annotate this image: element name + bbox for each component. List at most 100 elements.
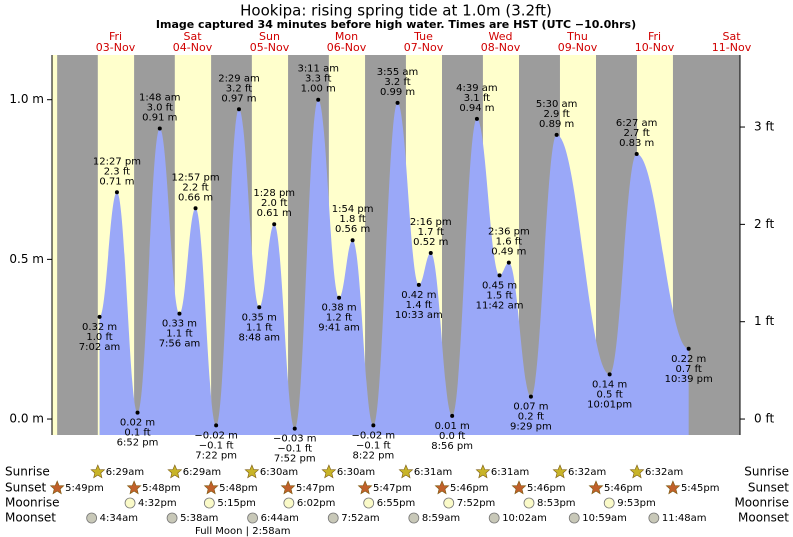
tide-label: 1:54 pm (332, 204, 374, 215)
tide-label: 0.42 m (401, 290, 436, 301)
event-time: 6:32am (645, 467, 683, 478)
day-weekday: Mon (335, 30, 358, 43)
y2-tick-label: 3 ft (754, 120, 774, 134)
tide-label: 0.94 m (459, 103, 494, 114)
day-date: 08-Nov (481, 41, 521, 54)
tide-point (257, 305, 262, 310)
tide-point (371, 423, 376, 428)
tide-label: 3.0 ft (147, 102, 173, 113)
event-icon (648, 512, 660, 524)
tide-point (214, 423, 219, 428)
event-icon (408, 512, 420, 524)
event-time: 6:55pm (377, 498, 416, 509)
event-time: 5:46pm (527, 483, 566, 494)
event-time: 4:32pm (138, 498, 177, 509)
event-icon (488, 512, 500, 524)
event-time: 5:47pm (296, 483, 335, 494)
tide-point (193, 206, 198, 211)
event-icon (203, 497, 215, 509)
event-time: 5:46pm (604, 483, 643, 494)
event-time: 6:02pm (297, 498, 336, 509)
tide-label: 1.1 ft (166, 329, 192, 340)
tide-label: 1.6 ft (496, 237, 522, 248)
tide-label: 5:30 am (536, 99, 578, 110)
event-time: 5:46pm (450, 483, 489, 494)
event-icon (552, 464, 568, 479)
tide-point (135, 410, 140, 415)
event-icon (283, 497, 295, 509)
event-time: 11:48am (662, 513, 707, 524)
tide-label: 1.1 ft (246, 322, 272, 333)
tide-label: 9:29 pm (510, 422, 552, 433)
tide-point (395, 100, 400, 105)
tide-label: 0.14 m (592, 379, 627, 390)
tide-point (554, 132, 559, 137)
event-time: 8:59am (422, 513, 460, 524)
event-icon (443, 497, 455, 509)
day-date: 07-Nov (404, 41, 444, 54)
event-icon (603, 497, 615, 509)
event-icon (665, 480, 681, 495)
day-weekday: Sun (259, 30, 280, 43)
day-weekday: Fri (109, 30, 122, 43)
tide-label: 10:01pm (587, 399, 632, 410)
tide-label: 4:39 am (456, 83, 498, 94)
tide-point (416, 282, 421, 287)
event-row-label: Moonrise (5, 496, 60, 510)
event-icon (321, 464, 337, 479)
tide-label: 0.2 ft (518, 412, 544, 423)
tide-label: −0.1 ft (199, 440, 234, 451)
event-time: 6:29am (106, 467, 144, 478)
event-time: 6:31am (414, 467, 452, 478)
event-time: 7:52am (341, 513, 379, 524)
y-tick-label: 1.0 m (9, 92, 44, 106)
tide-label: 2.9 ft (543, 109, 569, 120)
tide-point (528, 394, 533, 399)
tide-label: 0.1 ft (124, 428, 150, 439)
tide-label: 0.61 m (257, 208, 292, 219)
day-weekday: Fri (648, 30, 661, 43)
tide-point (97, 314, 102, 319)
tide-label: 2:29 am (218, 73, 260, 84)
tide-label: 1.8 ft (339, 214, 365, 225)
tide-label: 0.0 ft (439, 431, 465, 442)
event-time: 6:31am (491, 467, 529, 478)
event-icon (568, 512, 580, 524)
event-row-label: Sunrise (5, 465, 50, 479)
tide-point (474, 116, 479, 121)
event-time: 5:49pm (65, 483, 104, 494)
tide-label: 2:16 pm (410, 217, 452, 228)
tide-label: 0.99 m (380, 87, 415, 98)
event-icon (247, 512, 259, 524)
event-time: 8:53pm (537, 498, 576, 509)
event-row-label: Sunrise (744, 465, 789, 479)
tide-label: 0.66 m (178, 192, 213, 203)
chart-subtitle: Image captured 34 minutes before high wa… (156, 18, 636, 31)
tide-label: 11:42 am (476, 300, 524, 311)
event-icon (49, 480, 65, 495)
day-weekday: Sat (183, 30, 202, 43)
tide-label: 0.33 m (162, 319, 197, 330)
event-icon (523, 497, 535, 509)
tide-point (350, 238, 355, 243)
tide-label: 1.2 ft (326, 313, 352, 324)
tide-label: 7:52 pm (274, 454, 316, 465)
day-weekday: Wed (489, 30, 513, 43)
event-time: 6:29am (183, 467, 221, 478)
y2-tick-label: 0 ft (754, 412, 774, 426)
tide-label: 3.1 ft (464, 93, 490, 104)
tide-label: 2:36 pm (488, 227, 530, 238)
tide-label: 1:28 pm (253, 188, 295, 199)
tide-label: 0.38 m (321, 303, 356, 314)
event-icon (166, 512, 178, 524)
night-band (57, 55, 98, 435)
tide-label: 7:22 pm (195, 450, 237, 461)
tide-label: 0.7 ft (675, 364, 701, 375)
tide-label: 8:56 pm (431, 441, 473, 452)
event-time: 6:30am (337, 467, 375, 478)
tide-label: 1.0 ft (86, 332, 112, 343)
tide-label: 0.07 m (513, 402, 548, 413)
tide-label: 10:39 pm (665, 374, 713, 385)
tide-label: 1:48 am (139, 92, 181, 103)
tide-label: 0.49 m (491, 247, 526, 258)
